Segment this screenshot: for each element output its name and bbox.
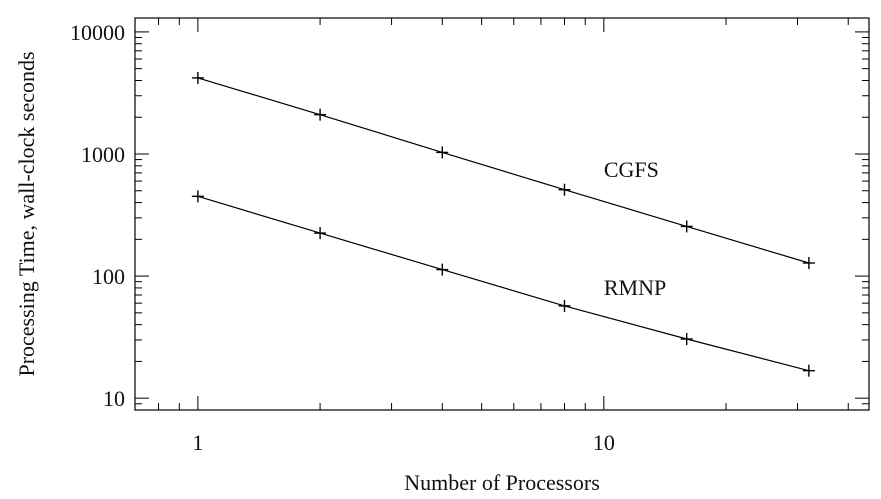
data-point-rmnp <box>191 190 204 203</box>
series-line-cgfs <box>197 77 810 264</box>
data-point-rmnp <box>680 333 693 346</box>
x-axis-ticks: 1 10 <box>134 18 849 455</box>
y-axis-title: Processing Time, wall-clock seconds <box>14 51 39 376</box>
y-tick-label: 1000 <box>81 142 125 167</box>
series-label-cgfs: CGFS <box>604 157 659 182</box>
data-point-rmnp <box>802 364 815 377</box>
y-axis-ticks: 10 100 1000 10000 <box>70 20 869 411</box>
data-point-cgfs <box>558 183 571 196</box>
data-point-cgfs <box>191 71 204 84</box>
series-line-rmnp <box>197 195 810 372</box>
y-tick-label: 10 <box>103 386 125 411</box>
y-tick-label: 10000 <box>70 20 125 45</box>
plot-frame <box>134 17 870 411</box>
data-point-rmnp <box>314 227 327 240</box>
x-axis-title: Number of Processors <box>404 470 600 495</box>
data-point-cgfs <box>436 146 449 159</box>
data-point-rmnp <box>558 299 571 312</box>
data-point-cgfs <box>680 220 693 233</box>
series-layer: CGFS RMNP <box>191 71 815 377</box>
x-tick-label: 10 <box>593 430 615 455</box>
data-point-rmnp <box>436 263 449 276</box>
x-tick-label: 1 <box>192 430 203 455</box>
data-point-cgfs <box>802 256 815 269</box>
series-label-rmnp: RMNP <box>604 275 666 300</box>
y-tick-label: 100 <box>92 264 125 289</box>
data-point-cgfs <box>314 108 327 121</box>
